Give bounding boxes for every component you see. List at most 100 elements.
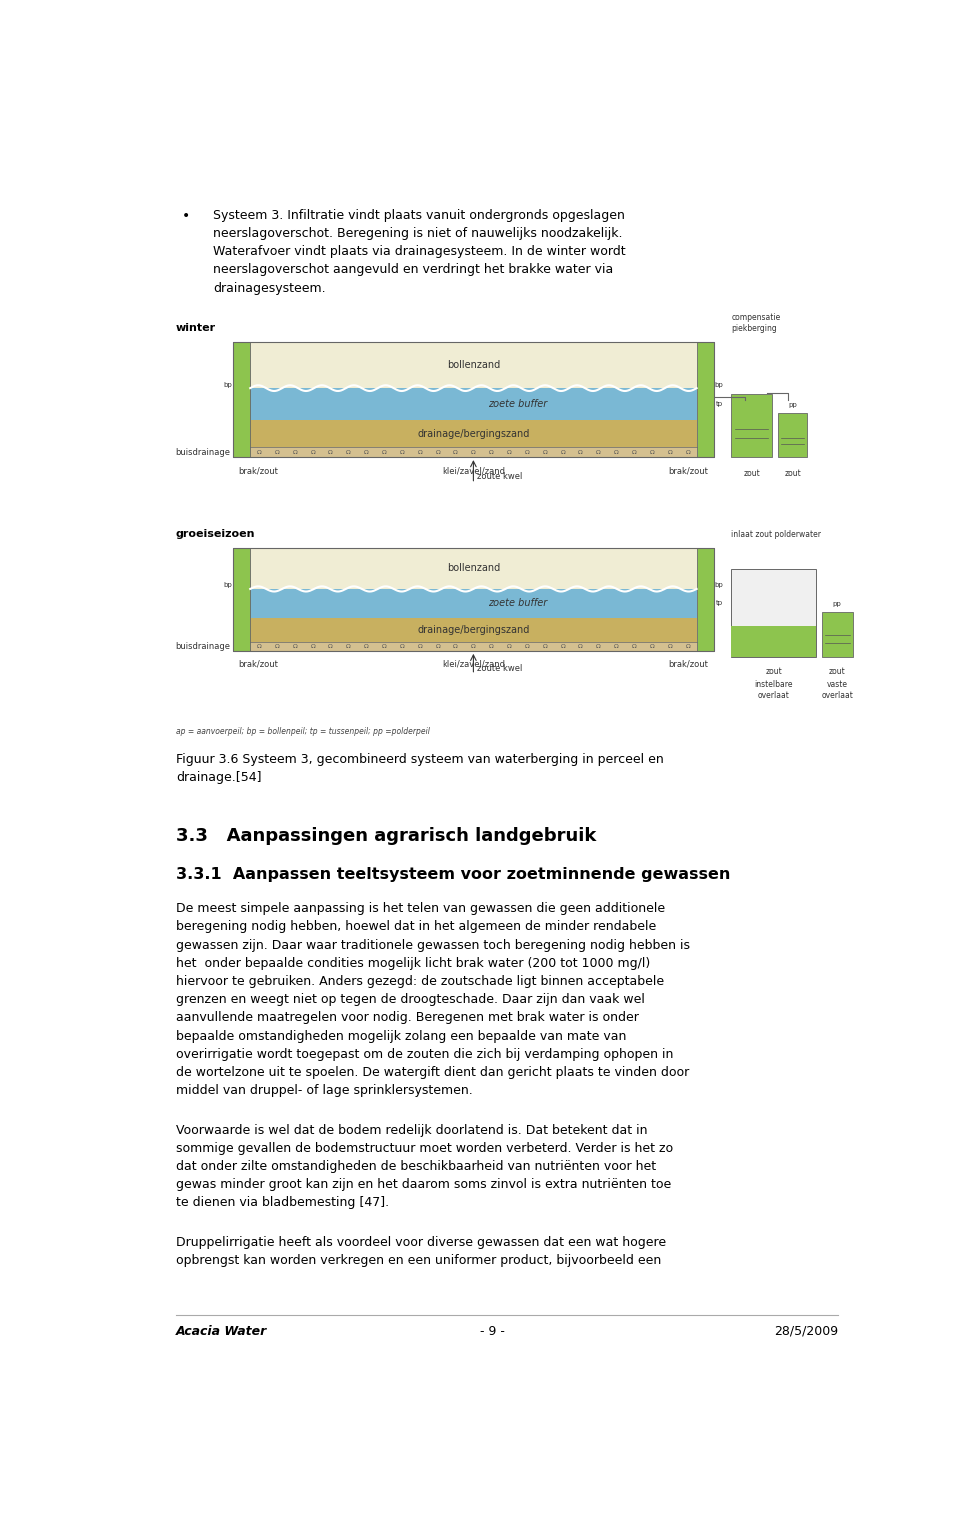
FancyBboxPatch shape xyxy=(233,547,251,651)
Text: Ω: Ω xyxy=(435,644,440,648)
Text: brak/zout: brak/zout xyxy=(239,467,278,476)
FancyBboxPatch shape xyxy=(251,447,697,458)
Text: 3.3.1  Aanpassen teeltsysteem voor zoetminnende gewassen: 3.3.1 Aanpassen teeltsysteem voor zoetmi… xyxy=(176,868,731,881)
Text: buisdrainage: buisdrainage xyxy=(176,447,230,456)
Text: Ω: Ω xyxy=(310,644,315,648)
Text: dat onder zilte omstandigheden de beschikbaarheid van nutriënten voor het: dat onder zilte omstandigheden de beschi… xyxy=(176,1161,656,1173)
Text: Ω: Ω xyxy=(328,450,333,454)
FancyBboxPatch shape xyxy=(732,627,816,657)
Text: Ω: Ω xyxy=(613,450,618,454)
Text: Ω: Ω xyxy=(346,644,350,648)
FancyBboxPatch shape xyxy=(251,589,697,618)
Text: Ω: Ω xyxy=(364,644,369,648)
Text: Ω: Ω xyxy=(650,450,655,454)
Text: Ω: Ω xyxy=(328,644,333,648)
Text: grenzen en weegt niet op tegen de droogteschade. Daar zijn dan vaak wel: grenzen en weegt niet op tegen de droogt… xyxy=(176,993,645,1007)
Text: te dienen via bladbemesting [47].: te dienen via bladbemesting [47]. xyxy=(176,1197,389,1209)
Text: Druppelirrigatie heeft als voordeel voor diverse gewassen dat een wat hogere: Druppelirrigatie heeft als voordeel voor… xyxy=(176,1235,666,1249)
Text: klei/zavel/zand: klei/zavel/zand xyxy=(442,659,505,668)
Text: de wortelzone uit te spoelen. De watergift dient dan gericht plaats te vinden do: de wortelzone uit te spoelen. De watergi… xyxy=(176,1066,689,1080)
Text: brak/zout: brak/zout xyxy=(668,467,708,476)
Text: •: • xyxy=(181,209,190,223)
Text: zoute kwel: zoute kwel xyxy=(477,473,522,482)
Text: Ω: Ω xyxy=(399,450,404,454)
Text: Ω: Ω xyxy=(453,450,458,454)
Text: Ω: Ω xyxy=(275,450,279,454)
Text: vaste
overlaat: vaste overlaat xyxy=(821,680,853,700)
Text: Ω: Ω xyxy=(489,644,493,648)
Text: Ω: Ω xyxy=(685,450,690,454)
FancyBboxPatch shape xyxy=(251,421,697,447)
Text: Ω: Ω xyxy=(382,450,387,454)
Text: Ω: Ω xyxy=(596,644,601,648)
Text: Ω: Ω xyxy=(561,450,565,454)
Text: Ω: Ω xyxy=(596,450,601,454)
Text: Voorwaarde is wel dat de bodem redelijk doorlatend is. Dat betekent dat in: Voorwaarde is wel dat de bodem redelijk … xyxy=(176,1124,647,1136)
Text: Ω: Ω xyxy=(471,644,476,648)
Text: Ω: Ω xyxy=(275,644,279,648)
Text: Ω: Ω xyxy=(471,450,476,454)
Text: 28/5/2009: 28/5/2009 xyxy=(774,1325,838,1337)
Text: Ω: Ω xyxy=(542,644,547,648)
Text: Figuur 3.6 Systeem 3, gecombineerd systeem van waterberging in perceel en: Figuur 3.6 Systeem 3, gecombineerd syste… xyxy=(176,753,663,766)
Text: zout: zout xyxy=(828,668,846,677)
Text: het  onder bepaalde condities mogelijk licht brak water (200 tot 1000 mg/l): het onder bepaalde condities mogelijk li… xyxy=(176,956,650,970)
Text: zout: zout xyxy=(743,468,760,477)
FancyBboxPatch shape xyxy=(779,413,807,458)
Text: sommige gevallen de bodemstructuur moet worden verbeterd. Verder is het zo: sommige gevallen de bodemstructuur moet … xyxy=(176,1142,673,1154)
Text: Ω: Ω xyxy=(507,644,512,648)
Text: opbrengst kan worden verkregen en een uniformer product, bijvoorbeeld een: opbrengst kan worden verkregen en een un… xyxy=(176,1254,661,1267)
Text: Ω: Ω xyxy=(561,644,565,648)
Text: drainage.[54]: drainage.[54] xyxy=(176,772,261,784)
FancyBboxPatch shape xyxy=(822,612,852,657)
Text: Acacia Water: Acacia Water xyxy=(176,1325,267,1337)
Text: 3.3   Aanpassingen agrarisch landgebruik: 3.3 Aanpassingen agrarisch landgebruik xyxy=(176,827,596,845)
Text: Ω: Ω xyxy=(524,644,529,648)
Text: Ω: Ω xyxy=(418,644,422,648)
Text: bp: bp xyxy=(714,583,723,589)
Text: bollenzand: bollenzand xyxy=(446,563,500,573)
FancyBboxPatch shape xyxy=(251,618,697,642)
Text: Ω: Ω xyxy=(310,450,315,454)
Text: drainage/bergingszand: drainage/bergingszand xyxy=(418,625,530,634)
Text: drainage/bergingszand: drainage/bergingszand xyxy=(418,429,530,439)
Text: Ω: Ω xyxy=(507,450,512,454)
Text: compensatie
piekberging: compensatie piekberging xyxy=(732,313,780,332)
Text: Ω: Ω xyxy=(418,450,422,454)
FancyBboxPatch shape xyxy=(732,393,772,457)
Text: zoete buffer: zoete buffer xyxy=(489,400,547,409)
Text: hiervoor te gebruiken. Anders gezegd: de zoutschade ligt binnen acceptabele: hiervoor te gebruiken. Anders gezegd: de… xyxy=(176,974,664,988)
Text: zout: zout xyxy=(784,468,802,477)
Text: beregening nodig hebben, hoewel dat in het algemeen de minder rendabele: beregening nodig hebben, hoewel dat in h… xyxy=(176,921,656,933)
Text: Ω: Ω xyxy=(632,450,636,454)
FancyBboxPatch shape xyxy=(732,569,816,657)
Text: overirrigatie wordt toegepast om de zouten die zich bij verdamping ophopen in: overirrigatie wordt toegepast om de zout… xyxy=(176,1048,673,1061)
Text: drainagesysteem.: drainagesysteem. xyxy=(213,282,325,294)
Text: Ω: Ω xyxy=(346,450,350,454)
Text: De meest simpele aanpassing is het telen van gewassen die geen additionele: De meest simpele aanpassing is het telen… xyxy=(176,903,665,915)
Text: instelbare
overlaat: instelbare overlaat xyxy=(755,680,793,700)
Text: brak/zout: brak/zout xyxy=(239,659,278,668)
Text: tp: tp xyxy=(716,601,723,607)
Text: bepaalde omstandigheden mogelijk zolang een bepaalde van mate van: bepaalde omstandigheden mogelijk zolang … xyxy=(176,1029,626,1043)
FancyBboxPatch shape xyxy=(251,642,697,651)
Text: tp: tp xyxy=(716,401,723,407)
FancyBboxPatch shape xyxy=(251,389,697,421)
Text: - 9 -: - 9 - xyxy=(480,1325,504,1337)
Text: Ω: Ω xyxy=(667,644,672,648)
Text: middel van druppel- of lage sprinklersystemen.: middel van druppel- of lage sprinklersys… xyxy=(176,1084,472,1096)
Text: pp: pp xyxy=(788,401,797,407)
Text: bp: bp xyxy=(714,381,723,387)
Text: zout: zout xyxy=(765,668,782,677)
Text: pp: pp xyxy=(833,601,842,607)
Text: Ω: Ω xyxy=(524,450,529,454)
Text: Ω: Ω xyxy=(256,644,261,648)
Text: Ω: Ω xyxy=(685,644,690,648)
Text: groeiseizoen: groeiseizoen xyxy=(176,529,255,540)
Text: Ω: Ω xyxy=(667,450,672,454)
Text: zoute kwel: zoute kwel xyxy=(477,663,522,673)
Text: Ω: Ω xyxy=(293,450,298,454)
FancyBboxPatch shape xyxy=(233,342,251,458)
Text: aanvullende maatregelen voor nodig. Beregenen met brak water is onder: aanvullende maatregelen voor nodig. Bere… xyxy=(176,1011,638,1025)
Text: Ω: Ω xyxy=(293,644,298,648)
